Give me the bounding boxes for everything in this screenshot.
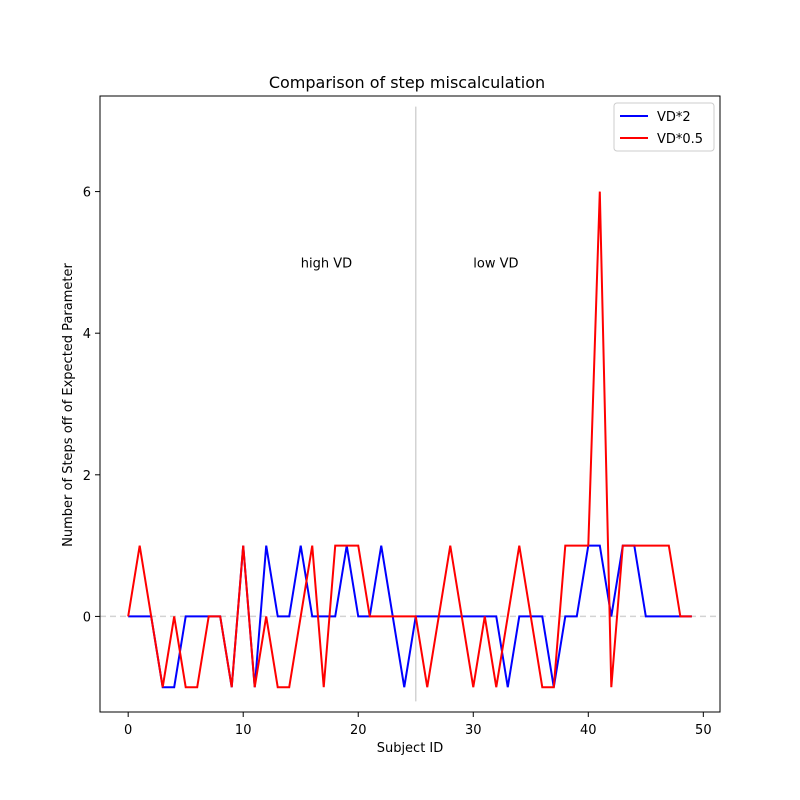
x-tick-label: 40 [580, 723, 597, 738]
legend-label: VD*2 [657, 110, 691, 125]
x-tick-label: 0 [124, 723, 132, 738]
series-line-vd-x0-5 [127, 191, 692, 689]
annotation-low-vd: low VD [473, 256, 518, 271]
y-tick-label: 4 [83, 327, 91, 342]
legend: VD*2 VD*0.5 [613, 102, 715, 152]
chart-title: Comparison of step miscalculation [269, 73, 545, 92]
annotation-high-vd: high VD [301, 256, 352, 271]
x-tick-label: 10 [235, 723, 252, 738]
legend-label: VD*0.5 [657, 132, 703, 147]
x-tick-label: 30 [465, 723, 482, 738]
axes-frame [99, 95, 721, 713]
x-axis-label: Subject ID [377, 741, 444, 756]
y-tick-label: 2 [83, 469, 91, 484]
plot-area: high VD low VD 0 10 20 30 40 50 0 2 4 6 VD*2 VD*0.5 [83, 95, 721, 738]
y-axis-label: Number of Steps off of Expected Paramete… [61, 263, 76, 547]
y-tick-label: 6 [83, 186, 91, 201]
x-tick-label: 20 [350, 723, 367, 738]
y-tick-label: 0 [83, 610, 91, 625]
x-tick-label: 50 [695, 723, 712, 738]
